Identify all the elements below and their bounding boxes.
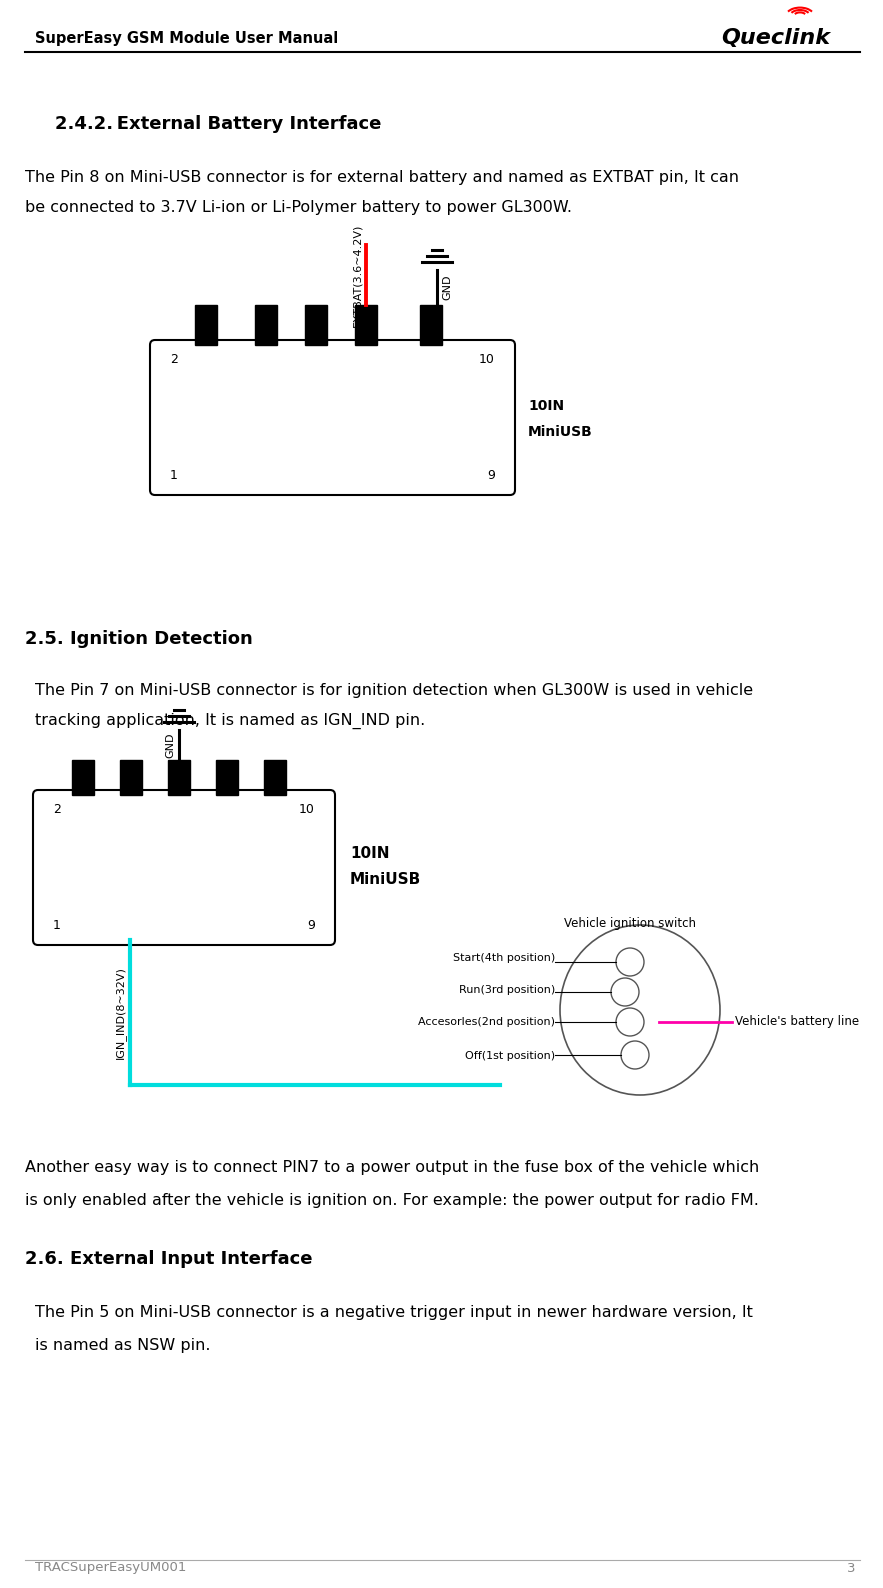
Text: 9: 9	[487, 468, 495, 483]
FancyBboxPatch shape	[150, 340, 515, 495]
Text: IGN_IND(8~32V): IGN_IND(8~32V)	[115, 966, 126, 1059]
Text: 3: 3	[847, 1561, 855, 1574]
Text: is only enabled after the vehicle is ignition on. For example: the power output : is only enabled after the vehicle is ign…	[25, 1193, 758, 1208]
Text: Vehicle's battery line: Vehicle's battery line	[735, 1015, 859, 1029]
Circle shape	[621, 1042, 649, 1069]
Text: is named as NSW pin.: is named as NSW pin.	[35, 1339, 210, 1353]
Circle shape	[611, 978, 639, 1007]
Text: MiniUSB: MiniUSB	[350, 872, 421, 888]
Bar	[168, 761, 190, 796]
Text: TRACSuperEasyUM001: TRACSuperEasyUM001	[35, 1561, 186, 1574]
Text: 10: 10	[299, 804, 315, 816]
Bar	[195, 305, 217, 345]
Text: 1: 1	[53, 919, 61, 932]
Text: 2.4.2. External Battery Interface: 2.4.2. External Battery Interface	[55, 114, 381, 133]
Text: 2.6. External Input Interface: 2.6. External Input Interface	[25, 1250, 313, 1267]
Text: 1: 1	[170, 468, 177, 483]
Text: The Pin 5 on Mini-USB connector is a negative trigger input in newer hardware ve: The Pin 5 on Mini-USB connector is a neg…	[35, 1305, 753, 1320]
Bar	[255, 305, 277, 345]
Text: SuperEasy GSM Module User Manual: SuperEasy GSM Module User Manual	[35, 30, 338, 46]
Text: The Pin 7 on Mini-USB connector is for ignition detection when GL300W is used in: The Pin 7 on Mini-USB connector is for i…	[35, 683, 753, 699]
Text: Accesorles(2nd position): Accesorles(2nd position)	[418, 1016, 555, 1027]
Text: 2.5. Ignition Detection: 2.5. Ignition Detection	[25, 630, 253, 648]
FancyBboxPatch shape	[33, 789, 335, 945]
Text: Start(4th position): Start(4th position)	[453, 953, 555, 962]
Text: Another easy way is to connect PIN7 to a power output in the fuse box of the veh: Another easy way is to connect PIN7 to a…	[25, 1159, 759, 1175]
Text: Run(3rd position): Run(3rd position)	[459, 985, 555, 996]
Bar	[216, 761, 238, 796]
Text: 10: 10	[479, 353, 495, 365]
Text: Vehicle ignition switch: Vehicle ignition switch	[564, 916, 696, 931]
Text: be connected to 3.7V Li-ion or Li-Polymer battery to power GL300W.: be connected to 3.7V Li-ion or Li-Polyme…	[25, 200, 572, 214]
Bar	[420, 305, 442, 345]
Text: GND: GND	[442, 275, 452, 300]
Text: Off(1st position): Off(1st position)	[464, 1051, 555, 1061]
Text: 10IN: 10IN	[528, 399, 564, 413]
Text: 10IN: 10IN	[350, 846, 389, 861]
Ellipse shape	[560, 924, 720, 1096]
Text: tracking application, It is named as IGN_IND pin.: tracking application, It is named as IGN…	[35, 713, 426, 729]
Text: 9: 9	[307, 919, 315, 932]
Bar	[355, 305, 377, 345]
Text: Queclink: Queclink	[721, 29, 830, 48]
Circle shape	[616, 948, 644, 977]
Text: The Pin 8 on Mini-USB connector is for external battery and named as EXTBAT pin,: The Pin 8 on Mini-USB connector is for e…	[25, 170, 739, 184]
Text: 2: 2	[170, 353, 177, 365]
Text: MiniUSB: MiniUSB	[528, 424, 592, 438]
Text: EXTBAT(3.6~4.2V): EXTBAT(3.6~4.2V)	[352, 224, 362, 327]
Bar	[120, 761, 142, 796]
Text: 2: 2	[53, 804, 61, 816]
Circle shape	[616, 1008, 644, 1035]
Bar	[305, 305, 327, 345]
Bar	[72, 761, 94, 796]
Bar	[264, 761, 286, 796]
Text: GND: GND	[165, 732, 175, 757]
